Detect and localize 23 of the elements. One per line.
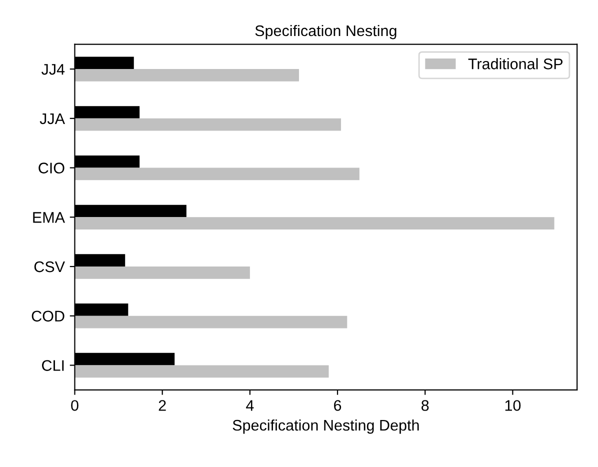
bar [74, 69, 299, 82]
x-tick-label: 8 [422, 400, 429, 411]
y-tick-label: JJA [40, 113, 65, 124]
legend-label: Traditional SP [468, 58, 563, 70]
x-tick-label: 0 [71, 400, 78, 411]
bar [74, 118, 342, 131]
bar [74, 168, 360, 180]
y-tick-label: CSV [34, 261, 65, 272]
chart-title: Specification Nesting [255, 24, 396, 40]
y-tick-label: JJ4 [41, 64, 65, 75]
x-tick-label: 10 [505, 400, 521, 411]
x-tick-label: 2 [158, 400, 166, 411]
x-tick-label: 6 [334, 400, 342, 411]
bar [74, 217, 554, 230]
bar [74, 266, 250, 279]
y-tick-label: CLI [42, 360, 64, 371]
bar [74, 365, 329, 378]
y-tick-label: EMA [33, 212, 65, 223]
x-tick-label: 4 [246, 400, 254, 411]
y-tick-label: CIO [38, 162, 64, 174]
bar [74, 316, 348, 328]
y-tick-label: COD [32, 310, 64, 322]
x-axis-title: Specification Nesting Depth [232, 419, 419, 434]
